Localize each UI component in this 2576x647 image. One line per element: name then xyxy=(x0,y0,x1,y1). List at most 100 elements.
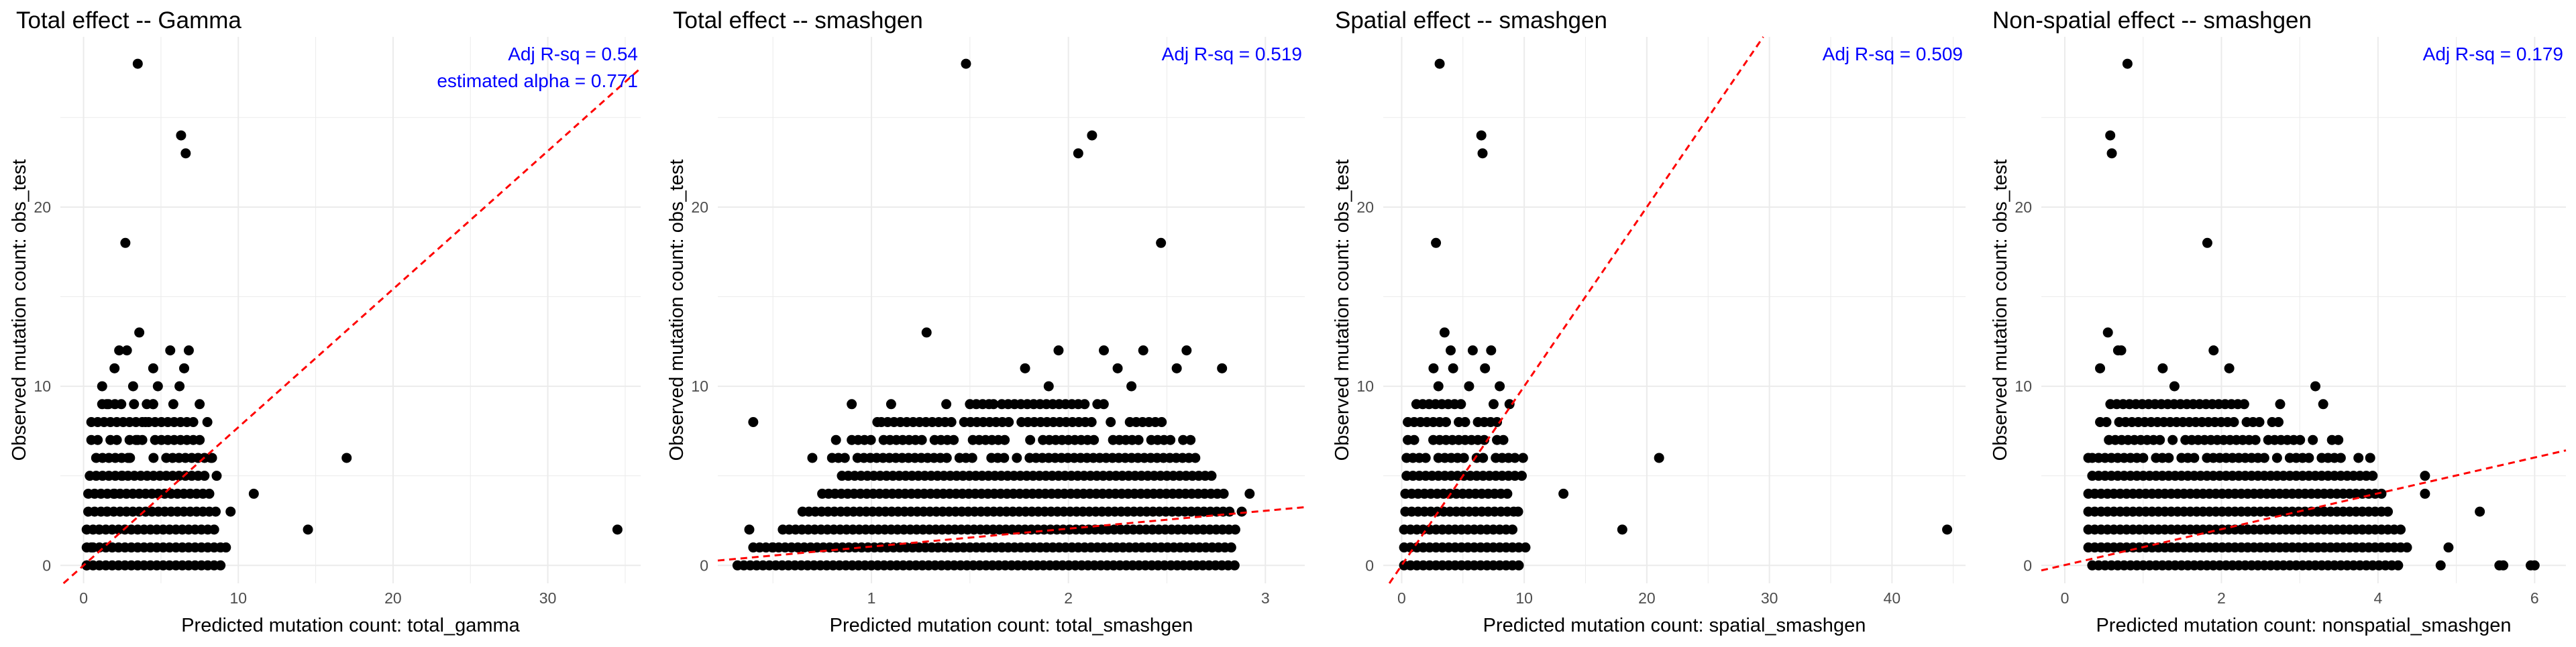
data-point xyxy=(1218,488,1229,499)
data-point xyxy=(967,453,977,463)
data-point xyxy=(1089,434,1099,445)
data-point xyxy=(2105,130,2116,141)
data-point xyxy=(2367,471,2378,481)
annotation-text: estimated alpha = 0.771 xyxy=(437,70,638,91)
annotation-text: Adj R-sq = 0.519 xyxy=(1162,44,1302,64)
data-point xyxy=(125,453,136,463)
data-point xyxy=(2402,542,2412,553)
data-point xyxy=(1025,434,1036,445)
data-point xyxy=(2157,363,2168,373)
data-point xyxy=(2435,560,2446,571)
data-point xyxy=(109,363,120,373)
data-point xyxy=(1513,506,1523,517)
y-tick-label: 10 xyxy=(2015,377,2032,395)
y-axis-title: Observed mutation count: obs_test xyxy=(1990,160,2011,461)
data-point xyxy=(1138,345,1148,356)
data-point xyxy=(1086,417,1097,428)
data-point xyxy=(1654,453,1664,463)
data-point xyxy=(2529,560,2540,571)
data-point xyxy=(2333,434,2344,445)
data-point xyxy=(1495,381,1505,392)
data-point xyxy=(1133,434,1144,445)
data-point xyxy=(1185,434,1196,445)
data-point xyxy=(847,399,857,410)
y-axis-title: Observed mutation count: obs_test xyxy=(9,160,30,461)
data-point xyxy=(2335,453,2346,463)
data-point xyxy=(1073,148,1083,159)
data-point xyxy=(86,542,97,553)
data-point xyxy=(2318,399,2328,410)
data-point xyxy=(174,381,185,392)
data-point xyxy=(1498,434,1509,445)
x-tick-label: 2 xyxy=(2217,589,2226,607)
data-point xyxy=(117,471,127,481)
x-tick-label: 40 xyxy=(1884,589,1901,607)
data-point xyxy=(1165,434,1176,445)
data-point xyxy=(1431,237,1442,248)
data-point xyxy=(916,434,927,445)
data-point xyxy=(1178,434,1189,445)
fit-line xyxy=(62,67,641,585)
data-point xyxy=(2102,327,2113,338)
data-point xyxy=(1012,453,1022,463)
data-point xyxy=(839,453,850,463)
data-point xyxy=(2308,434,2318,445)
data-point xyxy=(2295,434,2306,445)
data-point xyxy=(2420,471,2430,481)
data-point xyxy=(1206,471,1217,481)
data-point xyxy=(1112,363,1123,373)
data-point xyxy=(2310,381,2321,392)
data-point xyxy=(1087,130,1097,141)
data-point xyxy=(2275,399,2286,410)
fit-line xyxy=(717,506,1305,562)
data-point xyxy=(2224,363,2235,373)
data-point xyxy=(2122,58,2133,69)
fit-line xyxy=(1388,36,1764,584)
data-point xyxy=(1409,434,1419,445)
x-tick-label: 6 xyxy=(2530,589,2539,607)
data-point xyxy=(1236,506,1247,517)
data-point xyxy=(2353,453,2364,463)
data-point xyxy=(1478,453,1489,463)
data-point xyxy=(1000,434,1010,445)
data-point xyxy=(2095,363,2106,373)
chart-title: Non-spatial effect -- smashgen xyxy=(1992,7,2312,34)
data-point xyxy=(1181,345,1192,356)
chart-title: Total effect -- smashgen xyxy=(673,7,923,34)
data-point xyxy=(830,434,841,445)
data-point xyxy=(1428,363,1439,373)
data-point xyxy=(2169,381,2180,392)
y-tick-label: 20 xyxy=(1356,198,1374,216)
data-point xyxy=(2420,488,2430,499)
y-axis-title: Observed mutation count: obs_test xyxy=(1332,160,1353,461)
data-point xyxy=(1244,488,1255,499)
data-point xyxy=(2106,148,2117,159)
data-point xyxy=(612,524,623,535)
data-point xyxy=(1020,363,1030,373)
data-point xyxy=(215,560,226,571)
data-point xyxy=(180,148,191,159)
data-point xyxy=(1171,363,1182,373)
y-tick-label: 10 xyxy=(34,377,51,395)
data-point xyxy=(1516,471,1527,481)
data-point xyxy=(2254,417,2265,428)
x-axis-title: Predicted mutation count: total_smashgen xyxy=(830,615,1193,636)
data-point xyxy=(168,399,178,410)
data-point xyxy=(988,399,999,410)
data-point xyxy=(1439,327,1450,338)
data-point xyxy=(121,345,132,356)
data-point xyxy=(2273,417,2284,428)
data-point xyxy=(1492,417,1503,428)
data-point xyxy=(1106,417,1116,428)
data-point xyxy=(152,381,163,392)
x-axis-title: Predicted mutation count: nonspatial_sma… xyxy=(2096,615,2511,636)
x-tick-label: 30 xyxy=(539,589,557,607)
chart-title: Spatial effect -- smashgen xyxy=(1335,7,1607,34)
x-axis-title: Predicted mutation count: spatial_smashg… xyxy=(1483,615,1866,636)
data-point xyxy=(2365,453,2375,463)
data-point xyxy=(1098,399,1109,410)
data-point xyxy=(134,327,145,338)
y-tick-label: 10 xyxy=(1356,377,1374,395)
x-tick-label: 2 xyxy=(1064,589,1073,607)
